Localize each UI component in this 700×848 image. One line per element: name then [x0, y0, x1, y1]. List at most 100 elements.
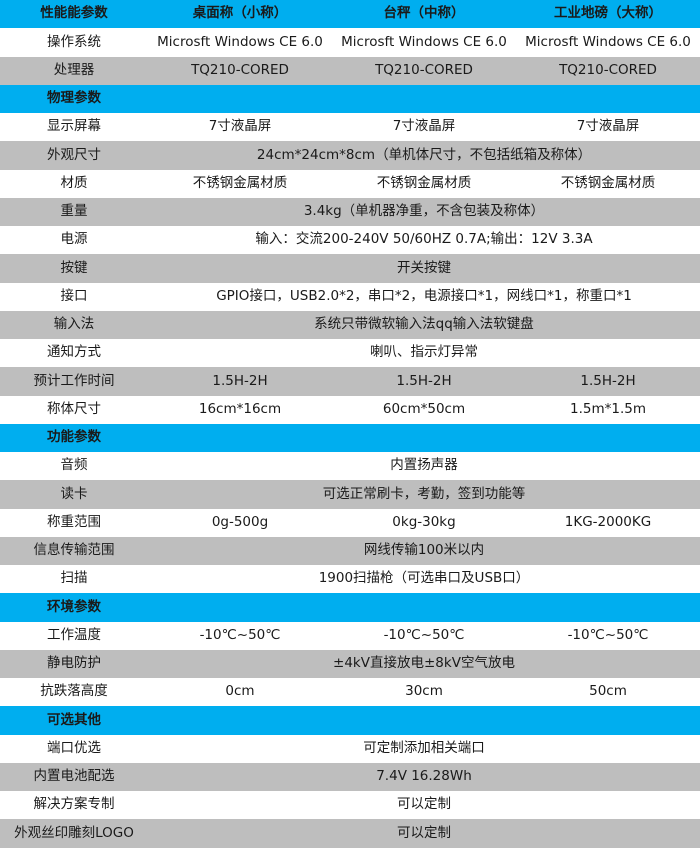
row-value-merged: 输入：交流200-240V 50/60HZ 0.7A;输出：12V 3.3A — [255, 231, 593, 248]
row-label: 读卡 — [60, 485, 88, 502]
section-header-row: 物理参数 — [0, 84, 700, 113]
row-value-col1: TQ210-CORED — [191, 61, 289, 78]
table-row: 解决方案专制 可以定制 — [0, 791, 700, 820]
row-value-col3: 1KG-2000KG — [564, 513, 652, 530]
table-row: 音频 内置扬声器 — [0, 452, 700, 481]
section-title: 可选其他 — [47, 711, 101, 728]
row-value-text: 可以定制 — [397, 824, 451, 841]
section-header-fill — [148, 593, 700, 621]
row-label: 端口优选 — [47, 739, 101, 756]
row-label: 信息传输范围 — [33, 542, 115, 559]
row-label: 预计工作时间 — [33, 372, 115, 389]
row-label: 接口 — [60, 287, 88, 304]
row-label: 操作系统 — [47, 33, 101, 50]
row-value-merged: 系统只带微软输入法qq输入法软键盘 — [314, 316, 534, 333]
row-label: 内置电池配选 — [33, 768, 115, 785]
table-row: 工作温度 -10℃~50℃ -10℃~50℃ -10℃~50℃ — [0, 621, 700, 650]
table-row: 扫描 1900扫描枪（可选串口及USB口） — [0, 565, 700, 594]
table-row: 内置电池配选 7.4V 16.28Wh — [0, 762, 700, 791]
table-row: 端口优选 可定制添加相关端口 — [0, 734, 700, 763]
row-value-col1: 0g-500g — [211, 513, 269, 530]
row-label: 抗跌落高度 — [40, 683, 108, 700]
row-value-merged: 开关按键 — [148, 254, 700, 282]
row-value-merged: 24cm*24cm*8cm（单机体尺寸，不包括纸箱及称体） — [256, 146, 592, 163]
row-value-col3: 7寸液晶屏 — [576, 118, 640, 135]
row-value-merged: 3.4kg（单机器净重，不含包装及称体） — [303, 203, 545, 220]
section-title: 功能参数 — [47, 429, 101, 446]
section-title: 环境参数 — [47, 598, 101, 615]
table-row: 显示屏幕 7寸液晶屏 7寸液晶屏 7寸液晶屏 — [0, 113, 700, 142]
row-value-col3: 50cm — [589, 683, 627, 700]
row-value-merged: ±4kV直接放电±8kV空气放电 — [333, 655, 515, 672]
row-label: 显示屏幕 — [47, 118, 101, 135]
row-value-col2: 不锈钢金属材质 — [376, 174, 472, 191]
table-row: 抗跌落高度 0cm 30cm 50cm — [0, 678, 700, 707]
row-value-col1: 不锈钢金属材质 — [192, 174, 288, 191]
section-header-row: 环境参数 — [0, 593, 700, 622]
row-label: 电源 — [60, 231, 88, 248]
table-row: 操作系统 Microsft Windows CE 6.0 Microsft Wind… — [0, 28, 700, 57]
row-value-col2: Microsft Windows CE 6.0 — [341, 33, 507, 50]
row-value-col2: -10℃~50℃ — [383, 626, 465, 643]
row-value-col1: 0cm — [225, 683, 255, 700]
row-value-col2: 30cm — [405, 683, 443, 700]
row-label: 工作温度 — [47, 626, 101, 643]
table-body: 操作系统 Microsft Windows CE 6.0 Microsft Wind… — [0, 28, 700, 848]
row-value-text: 7.4V 16.28Wh — [376, 768, 472, 785]
row-value-col2: TQ210-CORED — [375, 61, 473, 78]
header-label-cell: 性能能参数 — [40, 5, 108, 22]
row-value-merged: 网线传输100米以内 — [148, 537, 700, 565]
row-value-col3: TQ210-CORED — [559, 61, 657, 78]
table-row: 电源 输入：交流200-240V 50/60HZ 0.7A;输出：12V 3.3A — [0, 226, 700, 255]
row-value-col1: Microsft Windows CE 6.0 — [157, 33, 323, 50]
table-row: 信息传输范围 网线传输100米以内 — [0, 536, 700, 565]
section-header-fill — [148, 85, 700, 113]
table-row: 称体尺寸 16cm*16cm 60cm*50cm 1.5m*1.5m — [0, 395, 700, 424]
row-label: 输入法 — [53, 316, 95, 333]
table-row: 输入法 系统只带微软输入法qq输入法软键盘 — [0, 310, 700, 339]
row-value-merged: 7.4V 16.28Wh — [148, 763, 700, 791]
row-label: 静电防护 — [47, 655, 101, 672]
row-value-merged: 可定制添加相关端口 — [148, 735, 700, 763]
header-column-3: 工业地磅（大称） — [554, 5, 662, 22]
row-label: 外观尺寸 — [47, 146, 101, 163]
table-header: 性能能参数 桌面称（小称） 台秤（中称） 工业地磅（大称） — [0, 0, 700, 29]
row-label: 称体尺寸 — [47, 400, 101, 417]
table-row: 读卡 可选正常刷卡，考勤，签到功能等 — [0, 480, 700, 509]
row-label: 外观丝印雕刻LOGO — [14, 824, 134, 841]
row-value-col3: Microsft Windows CE 6.0 — [525, 33, 691, 50]
header-column-2: 台秤（中称） — [383, 5, 465, 22]
table-row: 接口 GPIO接口，USB2.0*2，串口*2，电源接口*1，网线口*1，称重口*… — [0, 282, 700, 311]
row-value-col2: 7寸液晶屏 — [392, 118, 456, 135]
table-row: 材质 不锈钢金属材质 不锈钢金属材质 不锈钢金属材质 — [0, 169, 700, 198]
header-column-1: 桌面称（小称） — [192, 5, 288, 22]
section-header-row: 功能参数 — [0, 423, 700, 452]
row-value-merged: 可以定制 — [148, 819, 700, 847]
table-row: 静电防护 ±4kV直接放电±8kV空气放电 — [0, 649, 700, 678]
table-row: 称重范围 0g-500g 0kg-30kg 1KG-2000KG — [0, 508, 700, 537]
row-value-col3: 1.5H-2H — [580, 372, 636, 389]
table-header-row: 性能能参数 桌面称（小称） 台秤（中称） 工业地磅（大称） — [0, 0, 700, 29]
row-value-col1: 16cm*16cm — [198, 400, 282, 417]
row-value-text: 开关按键 — [397, 259, 451, 276]
table-row: 预计工作时间 1.5H-2H 1.5H-2H 1.5H-2H — [0, 367, 700, 396]
row-value-merged: GPIO接口，USB2.0*2，串口*2，电源接口*1，网线口*1，称重口*1 — [216, 287, 632, 304]
row-label: 通知方式 — [47, 344, 101, 361]
table-row: 处理器 TQ210-CORED TQ210-CORED TQ210-CORED — [0, 56, 700, 85]
row-value-merged: 喇叭、指示灯异常 — [370, 344, 478, 361]
row-value-col3: -10℃~50℃ — [567, 626, 649, 643]
row-label: 材质 — [60, 174, 88, 191]
row-value-merged: 可选正常刷卡，考勤，签到功能等 — [322, 485, 526, 502]
row-value-col2: 1.5H-2H — [396, 372, 452, 389]
row-label: 重量 — [60, 203, 88, 220]
section-header-fill — [148, 706, 700, 734]
row-value-col3: 1.5m*1.5m — [570, 400, 646, 417]
table-row: 外观丝印雕刻LOGO 可以定制 — [0, 819, 700, 848]
section-title: 物理参数 — [47, 90, 101, 107]
row-value-col1: 1.5H-2H — [212, 372, 268, 389]
table-row: 外观尺寸 24cm*24cm*8cm（单机体尺寸，不包括纸箱及称体） — [0, 141, 700, 170]
row-label: 解决方案专制 — [33, 796, 115, 813]
row-value-col3: 不锈钢金属材质 — [560, 174, 656, 191]
row-value-col2: 60cm*50cm — [382, 400, 466, 417]
